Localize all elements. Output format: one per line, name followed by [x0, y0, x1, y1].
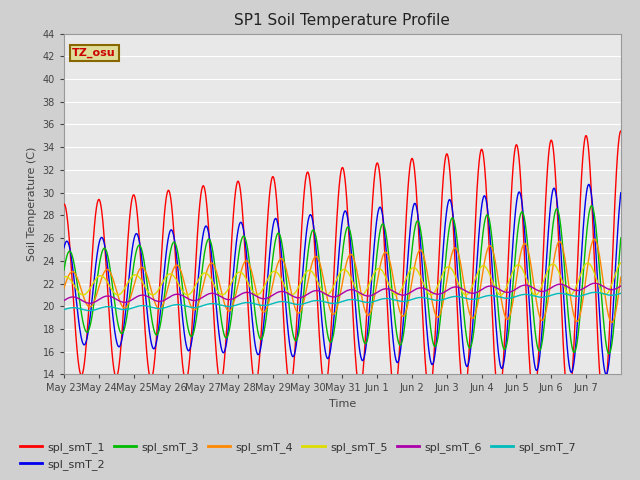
Legend: spl_smT_1, spl_smT_2, spl_smT_3, spl_smT_4, spl_smT_5, spl_smT_6, spl_smT_7: spl_smT_1, spl_smT_2, spl_smT_3, spl_smT… — [15, 438, 580, 474]
Text: TZ_osu: TZ_osu — [72, 48, 116, 58]
Title: SP1 Soil Temperature Profile: SP1 Soil Temperature Profile — [234, 13, 451, 28]
X-axis label: Time: Time — [329, 399, 356, 409]
Y-axis label: Soil Temperature (C): Soil Temperature (C) — [27, 147, 37, 261]
